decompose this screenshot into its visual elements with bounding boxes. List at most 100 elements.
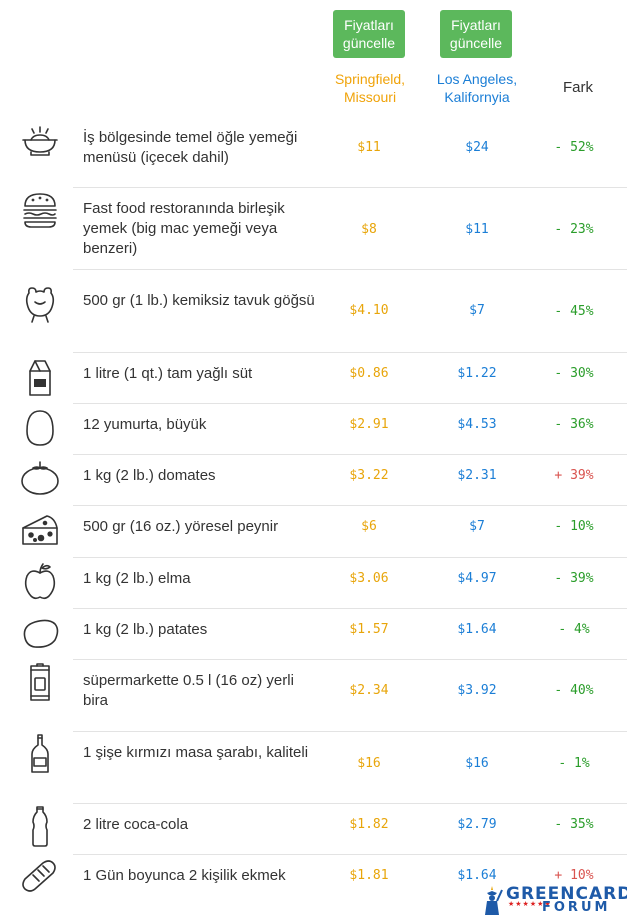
update-prices-button-springfield[interactable]: Fiyatları güncelle (333, 10, 405, 58)
price-springfield: $11 (357, 140, 381, 155)
price-springfield: $4.10 (349, 303, 389, 318)
statue-of-liberty-icon (485, 886, 503, 915)
price-springfield: $0.86 (349, 366, 389, 381)
price-los-angeles: $4.97 (457, 571, 497, 586)
milk-icon (17, 355, 63, 401)
price-difference: + 39% (554, 468, 594, 483)
watermark-stars: ★★★★★★ (508, 901, 552, 908)
price-springfield: $6 (361, 519, 377, 534)
row-divider (73, 659, 627, 660)
row-divider (73, 505, 627, 506)
item-description: 2 litre coca-cola (83, 816, 189, 833)
egg-icon (17, 405, 63, 451)
chicken-icon (17, 280, 63, 326)
price-difference: - 40% (554, 683, 594, 698)
price-springfield: $8 (361, 222, 377, 237)
price-difference: - 36% (554, 417, 594, 432)
row-divider (73, 454, 627, 455)
lunch-icon (17, 120, 63, 166)
price-difference: + 10% (554, 868, 594, 883)
price-los-angeles: $2.79 (457, 817, 497, 832)
table-row: 1 kg (2 lb.) domates $3.22 $2.31 + 39% (0, 455, 627, 506)
row-divider (73, 854, 627, 855)
beer-can-icon (17, 660, 63, 706)
item-description: 1 kg (2 lb.) elma (83, 570, 191, 587)
table-row: 1 şişe kırmızı masa şarabı, kaliteli $16… (0, 732, 627, 804)
table-row: süpermarkette 0.5 l (16 oz) yerli bira $… (0, 660, 627, 732)
price-los-angeles: $7 (469, 303, 485, 318)
table-row: 1 litre (1 qt.) tam yağlı süt $0.86 $1.2… (0, 353, 627, 404)
price-springfield: $3.06 (349, 571, 389, 586)
table-row: 1 kg (2 lb.) patates $1.57 $1.64 - 4% (0, 609, 627, 660)
table-row: 2 litre coca-cola $1.82 $2.79 - 35% (0, 804, 627, 855)
row-divider (73, 731, 627, 732)
row-divider (73, 608, 627, 609)
item-description: 1 Gün boyunca 2 kişilik ekmek (83, 867, 286, 884)
table-row: 500 gr (16 oz.) yöresel peynir $6 $7 - 1… (0, 506, 627, 558)
burger-icon (17, 188, 63, 234)
price-difference: - 30% (554, 366, 594, 381)
price-los-angeles: $2.31 (457, 468, 497, 483)
greencard-forum-watermark: GREENCARD ★★★★★★ FORUM (478, 882, 627, 916)
row-divider (73, 803, 627, 804)
item-description: Fast food restoranında birleşik yemek (b… (83, 200, 285, 257)
price-springfield: $1.82 (349, 817, 389, 832)
price-springfield: $16 (357, 756, 381, 771)
price-springfield: $1.81 (349, 868, 389, 883)
item-description: süpermarkette 0.5 l (16 oz) yerli bira (83, 672, 294, 709)
table-row: 1 Gün boyunca 2 kişilik ekmek $1.81 $1.6… (0, 855, 627, 916)
price-difference: - 39% (554, 571, 594, 586)
price-los-angeles: $1.64 (457, 622, 497, 637)
row-divider (73, 187, 627, 188)
item-description: 1 şişe kırmızı masa şarabı, kaliteli (83, 744, 309, 761)
table-row: Fast food restoranında birleşik yemek (b… (0, 188, 627, 270)
item-description: 1 kg (2 lb.) domates (83, 467, 216, 484)
price-difference: - 35% (554, 817, 594, 832)
watermark-line1: GREENCARD (506, 884, 627, 904)
price-difference: - 4% (558, 622, 590, 637)
city-name-springfield[interactable]: Springfield, Missouri (334, 71, 406, 105)
tomato-icon (17, 455, 63, 501)
row-divider (73, 352, 627, 353)
soda-bottle-icon (17, 804, 63, 850)
item-description: 1 kg (2 lb.) patates (83, 621, 208, 638)
potato-icon (17, 610, 63, 656)
apple-icon (17, 559, 63, 605)
bread-icon (17, 855, 63, 901)
price-los-angeles: $11 (465, 222, 489, 237)
table-header: Fiyatları güncelle Fiyatları güncelle Sp… (0, 0, 627, 114)
price-difference: - 1% (558, 756, 590, 771)
price-springfield: $2.91 (349, 417, 389, 432)
price-los-angeles: $4.53 (457, 417, 497, 432)
item-description: 1 litre (1 qt.) tam yağlı süt (83, 365, 253, 382)
price-los-angeles: $3.92 (457, 683, 497, 698)
price-difference: - 23% (554, 222, 594, 237)
item-description: 500 gr (16 oz.) yöresel peynir (83, 518, 279, 535)
row-divider (73, 557, 627, 558)
row-divider (73, 269, 627, 270)
item-description: 12 yumurta, büyük (83, 416, 207, 433)
price-difference: - 52% (554, 140, 594, 155)
item-description: 500 gr (1 lb.) kemiksiz tavuk göğsü (83, 292, 315, 309)
price-los-angeles: $24 (465, 140, 489, 155)
price-springfield: $1.57 (349, 622, 389, 637)
price-los-angeles: $7 (469, 519, 485, 534)
price-difference: - 10% (554, 519, 594, 534)
wine-bottle-icon (17, 732, 63, 778)
watermark-line2: FORUM (542, 900, 611, 915)
table-row: 500 gr (1 lb.) kemiksiz tavuk göğsü $4.1… (0, 270, 627, 353)
table-row: 12 yumurta, büyük $2.91 $4.53 - 36% (0, 404, 627, 455)
difference-column-header: Fark (563, 79, 593, 96)
update-prices-button-los-angeles[interactable]: Fiyatları güncelle (440, 10, 512, 58)
city-name-los-angeles[interactable]: Los Angeles, Kalifornyia (436, 71, 518, 105)
price-springfield: $3.22 (349, 468, 389, 483)
item-description: İş bölgesinde temel öğle yemeği menüsü (… (83, 129, 298, 166)
price-difference: - 45% (554, 304, 594, 319)
table-row: 1 kg (2 lb.) elma $3.06 $4.97 - 39% (0, 558, 627, 609)
price-los-angeles: $1.22 (457, 366, 497, 381)
row-divider (73, 403, 627, 404)
price-los-angeles: $1.64 (457, 868, 497, 883)
price-los-angeles: $16 (465, 756, 489, 771)
cheese-icon (17, 508, 63, 554)
price-springfield: $2.34 (349, 683, 389, 698)
